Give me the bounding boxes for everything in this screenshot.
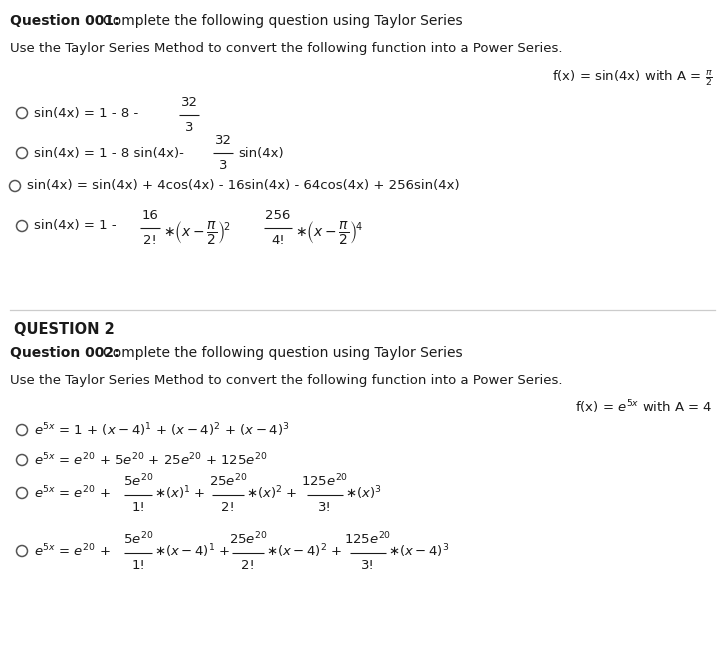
Text: $5e^{20}$: $5e^{20}$ [123,530,153,547]
Text: $\ast\left(x-4\right)^1$ +: $\ast\left(x-4\right)^1$ + [154,542,230,560]
Text: 16: 16 [141,209,159,222]
Text: QUESTION 2: QUESTION 2 [14,322,115,337]
Text: sin(4x) = 1 -: sin(4x) = 1 - [34,219,117,232]
Text: $25e^{20}$: $25e^{20}$ [209,472,247,489]
Text: Question 001:: Question 001: [10,14,120,28]
Text: sin(4x) = sin(4x) + 4cos(4x) - 16sin(4x) - 64cos(4x) + 256sin(4x): sin(4x) = sin(4x) + 4cos(4x) - 16sin(4x)… [27,179,460,192]
Text: 4!: 4! [271,234,285,247]
Text: $25e^{20}$: $25e^{20}$ [228,530,268,547]
Text: $e^{5x}$ = $e^{20}$ +: $e^{5x}$ = $e^{20}$ + [34,484,111,501]
Text: sin(4x): sin(4x) [238,146,283,159]
Text: $e^{5x}$ = $e^{20}$ +: $e^{5x}$ = $e^{20}$ + [34,542,111,559]
Text: $\ast\left(x\right)^1$ +: $\ast\left(x\right)^1$ + [154,484,205,502]
Text: 256: 256 [265,209,291,222]
Text: $125e^{20}$: $125e^{20}$ [344,530,392,547]
Text: $e^{5x}$ = 1 + $\left(x-4\right)^1$ + $\left(x-4\right)^2$ + $\left(x-4\right)^3: $e^{5x}$ = 1 + $\left(x-4\right)^1$ + $\… [34,421,289,439]
Text: $125e^{20}$: $125e^{20}$ [302,472,349,489]
Text: f(x) = sin(4x) with A = $\frac{\pi}{2}$: f(x) = sin(4x) with A = $\frac{\pi}{2}$ [552,68,713,88]
Text: 1!: 1! [131,559,145,572]
Text: 2!: 2! [221,501,235,514]
Text: 2!: 2! [143,234,157,247]
Text: 2!: 2! [241,559,255,572]
Text: 3: 3 [185,121,194,134]
Text: Question 002:: Question 002: [10,346,120,360]
Text: $\ast \left(x-\dfrac{\pi}{2}\right)^{\!2}$: $\ast \left(x-\dfrac{\pi}{2}\right)^{\!2… [163,219,231,246]
Text: Complete the following question using Taylor Series: Complete the following question using Ta… [103,14,463,28]
Text: 32: 32 [215,134,231,147]
Text: $5e^{20}$: $5e^{20}$ [123,472,153,489]
Text: Use the Taylor Series Method to convert the following function into a Power Seri: Use the Taylor Series Method to convert … [10,42,563,55]
Text: sin(4x) = 1 - 8 sin(4x)-: sin(4x) = 1 - 8 sin(4x)- [34,146,184,159]
Text: 3!: 3! [361,559,375,572]
Text: $e^{5x}$ = $e^{20}$ + $5e^{20}$ + $25e^{20}$ + $125e^{20}$: $e^{5x}$ = $e^{20}$ + $5e^{20}$ + $25e^{… [34,451,268,468]
Text: 3: 3 [219,159,227,172]
Text: $\ast\left(x-4\right)^2$ +: $\ast\left(x-4\right)^2$ + [266,542,342,560]
Text: 3!: 3! [318,501,332,514]
Text: 32: 32 [181,96,197,109]
Text: f(x) = $e^{5x}$ with A = 4: f(x) = $e^{5x}$ with A = 4 [576,398,713,415]
Text: sin(4x) = 1 - 8 -: sin(4x) = 1 - 8 - [34,106,138,119]
Text: $\ast\left(x\right)^2$ +: $\ast\left(x\right)^2$ + [246,484,297,502]
Text: $\ast\left(x\right)^3$: $\ast\left(x\right)^3$ [345,484,381,502]
Text: Complete the following question using Taylor Series: Complete the following question using Ta… [103,346,463,360]
Text: $\ast \left(x-\dfrac{\pi}{2}\right)^{\!4}$: $\ast \left(x-\dfrac{\pi}{2}\right)^{\!4… [295,219,362,246]
Text: $\ast\left(x-4\right)^3$: $\ast\left(x-4\right)^3$ [388,542,450,560]
Text: Use the Taylor Series Method to convert the following function into a Power Seri: Use the Taylor Series Method to convert … [10,374,563,387]
Text: 1!: 1! [131,501,145,514]
